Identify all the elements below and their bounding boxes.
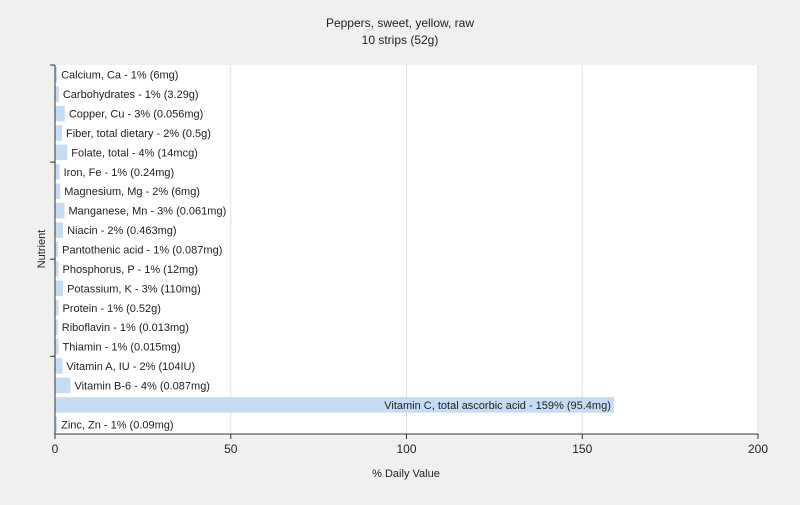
bar	[55, 183, 61, 200]
bar-label: Calcium, Ca - 1% (6mg)	[61, 70, 178, 82]
bar	[55, 280, 64, 297]
bar-label: Folate, total - 4% (14mcg)	[71, 147, 198, 159]
x-tick-label: 150	[572, 442, 592, 456]
bar-label: Carbohydrates - 1% (3.29g)	[63, 89, 199, 101]
axes: 0 50 100 150 200	[50, 64, 768, 456]
bar-label: Vitamin B-6 - 4% (0.087mg)	[74, 380, 210, 392]
chart-title: Peppers, sweet, yellow, raw	[326, 16, 474, 30]
bar-label: Niacin - 2% (0.463mg)	[67, 225, 176, 237]
x-tick-label: 200	[748, 442, 768, 456]
bars	[55, 66, 614, 433]
bar-label: Iron, Fe - 1% (0.24mg)	[64, 167, 175, 179]
bar-label: Potassium, K - 3% (110mg)	[67, 283, 201, 295]
bar-label: Magnesium, Mg - 2% (6mg)	[64, 186, 200, 198]
bar	[55, 202, 65, 219]
bar-label: Vitamin A, IU - 2% (104IU)	[66, 361, 195, 373]
bar-label: Riboflavin - 1% (0.013mg)	[62, 322, 189, 334]
x-axis-label: % Daily Value	[372, 468, 440, 480]
y-axis-label: Nutrient	[36, 230, 48, 269]
bar	[55, 164, 60, 180]
bar	[55, 299, 59, 316]
x-tick-label: 50	[224, 442, 238, 456]
bar-label: Zinc, Zn - 1% (0.09mg)	[61, 419, 173, 431]
gridlines	[230, 65, 759, 434]
x-tick-label: 100	[396, 442, 416, 456]
bar-label: Manganese, Mn - 3% (0.061mg)	[68, 206, 226, 218]
bar	[55, 416, 58, 433]
x-tick-label: 0	[52, 442, 59, 456]
bar	[55, 358, 63, 374]
bar	[55, 319, 58, 335]
bar	[55, 377, 71, 394]
bar	[55, 397, 614, 413]
chart-subtitle: 10 strips (52g)	[362, 33, 439, 47]
bar	[55, 66, 58, 83]
bar	[55, 144, 68, 161]
bar-label: Fiber, total dietary - 2% (0.5g)	[66, 128, 211, 140]
bar	[55, 105, 65, 122]
bar-labels: Calcium, Ca - 1% (6mg) Carbohydrates - 1%…	[61, 70, 611, 432]
bar-label: Thiamin - 1% (0.015mg)	[63, 342, 181, 354]
bar	[55, 222, 64, 238]
bar-label: Protein - 1% (0.52g)	[63, 303, 161, 315]
bar-label: Copper, Cu - 3% (0.056mg)	[69, 109, 204, 121]
bar-label: Vitamin C, total ascorbic acid - 159% (9…	[384, 400, 611, 412]
bar	[55, 338, 59, 355]
bar	[55, 125, 63, 141]
bar	[55, 86, 59, 102]
bar	[55, 261, 59, 277]
bar	[55, 241, 59, 258]
bar-label: Pantothenic acid - 1% (0.087mg)	[62, 245, 222, 257]
bar-label: Phosphorus, P - 1% (12mg)	[63, 264, 199, 276]
